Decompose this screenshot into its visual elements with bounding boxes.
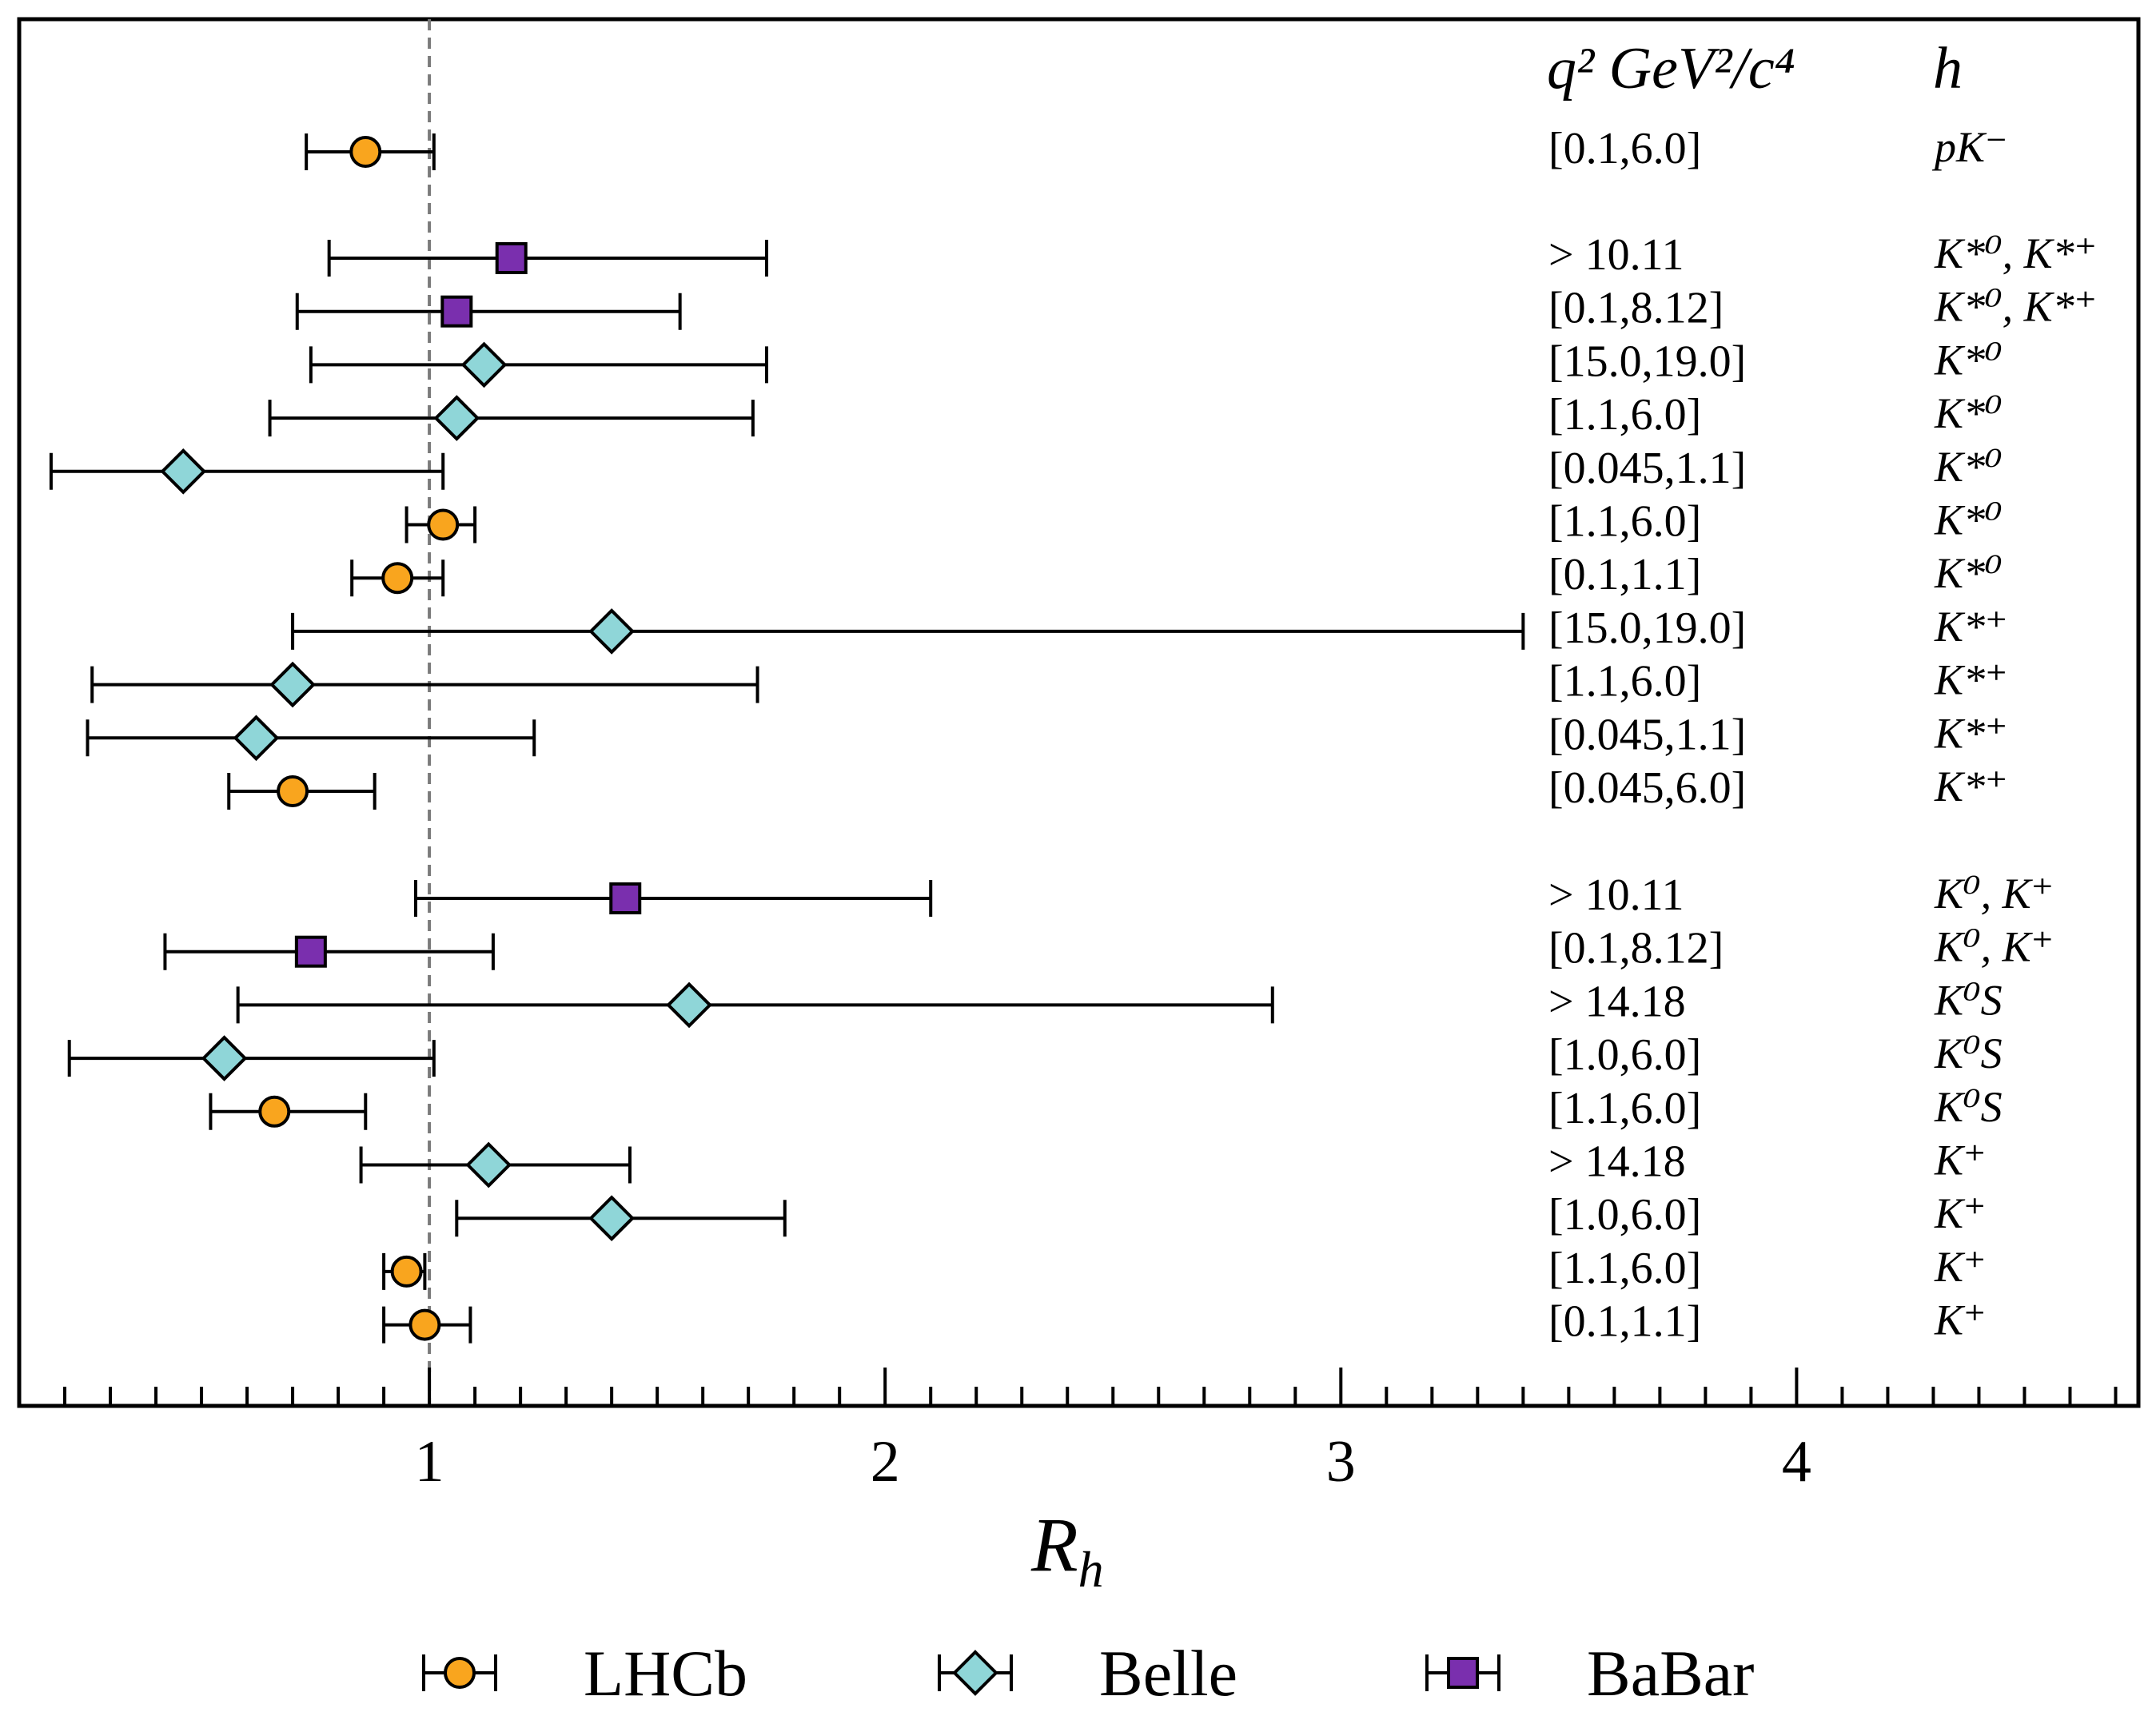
data-point-belle — [588, 608, 635, 655]
row-hadron: K⁺ — [1934, 1243, 1987, 1291]
row-q2-range: > 14.18 — [1548, 1137, 1686, 1187]
row-q2-range: [0.045,1.1] — [1548, 444, 1746, 493]
legend: LHCb Belle BaBar — [422, 1637, 1754, 1710]
row-q2-range: [1.0,6.0] — [1548, 1190, 1701, 1240]
row-hadron: K⁰S — [1934, 1083, 2003, 1131]
x-axis-label-sub: h — [1078, 1541, 1104, 1598]
data-point-babar — [440, 295, 473, 328]
row-q2-range: [0.045,6.0] — [1548, 763, 1746, 813]
row-q2-range: [15.0,19.0] — [1548, 603, 1746, 653]
data-point-belle — [201, 1035, 248, 1081]
row-hadron: K*⁺ — [1934, 656, 2008, 704]
row-q2-range: [1.0,6.0] — [1548, 1030, 1701, 1080]
x-major-ticks — [428, 1368, 1799, 1406]
row-q2-range: [0.1,1.1] — [1548, 550, 1701, 599]
legend-marker-belle — [952, 1650, 998, 1696]
data-point-lhcb — [381, 562, 414, 595]
x-tick-label: 1 — [415, 1429, 444, 1495]
x-tick-labels: 1 2 3 4 — [415, 1429, 1811, 1495]
row-q2-range: > 10.11 — [1548, 230, 1684, 280]
x-tick-label: 3 — [1326, 1429, 1356, 1495]
row-hadron: K*⁰, K*⁺ — [1934, 229, 2097, 277]
row-hadron: K⁺ — [1934, 1296, 1987, 1344]
data-point-lhcb — [349, 136, 382, 168]
row-labels: [0.1,6.0] pK⁻ > 10.11 K*⁰, K*⁺ [0.1,8.12] K*⁰… — [1548, 123, 2097, 1347]
error-bars — [49, 133, 1525, 1344]
row-hadron: K*⁰ — [1934, 496, 2003, 544]
row-hadron: K*⁰ — [1934, 336, 2003, 384]
data-point-lhcb — [390, 1255, 423, 1288]
data-point-belle — [460, 341, 508, 388]
row-hadron: K⁰S — [1934, 1029, 2003, 1077]
plot-frame — [17, 17, 2141, 1408]
row-hadron: K⁺ — [1934, 1189, 1987, 1237]
row-q2-range: [0.1,8.12] — [1548, 924, 1724, 973]
row-q2-range: [1.1,6.0] — [1548, 657, 1701, 707]
data-point-belle — [666, 981, 712, 1029]
row-q2-range: [1.1,6.0] — [1548, 1084, 1701, 1133]
row-q2-range: [1.1,6.0] — [1548, 497, 1701, 547]
legend-marker-lhcb — [444, 1657, 476, 1689]
row-hadron: K⁰, K⁺ — [1934, 870, 2054, 918]
row-hadron: K⁰S — [1934, 976, 2003, 1024]
row-hadron: K*⁰, K*⁺ — [1934, 283, 2097, 331]
x-axis-label: Rh — [1030, 1502, 1104, 1598]
data-point-lhcb — [258, 1095, 291, 1128]
data-point-belle — [233, 715, 280, 762]
data-point-belle — [433, 395, 480, 441]
row-hadron: K*⁰ — [1934, 549, 2003, 597]
row-q2-range: [0.1,1.1] — [1548, 1297, 1701, 1347]
row-q2-range: > 14.18 — [1548, 977, 1686, 1026]
x-tick-label: 4 — [1782, 1429, 1811, 1495]
data-point-lhcb — [408, 1308, 441, 1341]
x-tick-label: 2 — [871, 1429, 900, 1495]
row-hadron: K*⁺ — [1934, 762, 2008, 810]
row-hadron: K⁺ — [1934, 1137, 1987, 1184]
legend-marker-babar — [1447, 1657, 1479, 1689]
data-point-belle — [160, 448, 207, 495]
data-point-belle — [465, 1141, 512, 1188]
data-markers — [160, 136, 712, 1341]
data-point-babar — [294, 935, 327, 968]
data-point-babar — [609, 882, 642, 914]
row-hadron: K*⁰ — [1934, 443, 2003, 491]
header-h-label: h — [1933, 36, 1963, 102]
data-point-lhcb — [427, 508, 460, 541]
data-point-babar — [495, 242, 528, 274]
row-hadron: K*⁰ — [1934, 389, 2003, 437]
row-hadron: K⁰, K⁺ — [1934, 923, 2054, 971]
row-q2-range: [0.1,8.12] — [1548, 284, 1724, 333]
row-q2-range: [15.0,19.0] — [1548, 336, 1746, 386]
header-q2-label: q² GeV²/c⁴ — [1547, 36, 1795, 102]
row-q2-range: [1.1,6.0] — [1548, 1244, 1701, 1293]
legend-label-belle: Belle — [1099, 1637, 1237, 1710]
x-minor-ticks — [18, 1387, 2118, 1406]
data-point-lhcb — [277, 775, 309, 807]
legend-label-babar: BaBar — [1587, 1637, 1754, 1710]
row-q2-range: [0.1,6.0] — [1548, 124, 1701, 173]
data-point-belle — [588, 1195, 635, 1242]
row-q2-range: [1.1,6.0] — [1548, 390, 1701, 440]
row-hadron: K*⁺ — [1934, 603, 2008, 651]
row-q2-range: > 10.11 — [1548, 870, 1684, 920]
data-point-belle — [269, 661, 316, 708]
row-hadron: K*⁺ — [1934, 709, 2008, 757]
row-hadron: pK⁻ — [1931, 123, 2008, 171]
row-q2-range: [0.045,1.1] — [1548, 710, 1746, 759]
x-axis-label-main: R — [1030, 1502, 1078, 1587]
legend-label-lhcb: LHCb — [584, 1637, 747, 1710]
